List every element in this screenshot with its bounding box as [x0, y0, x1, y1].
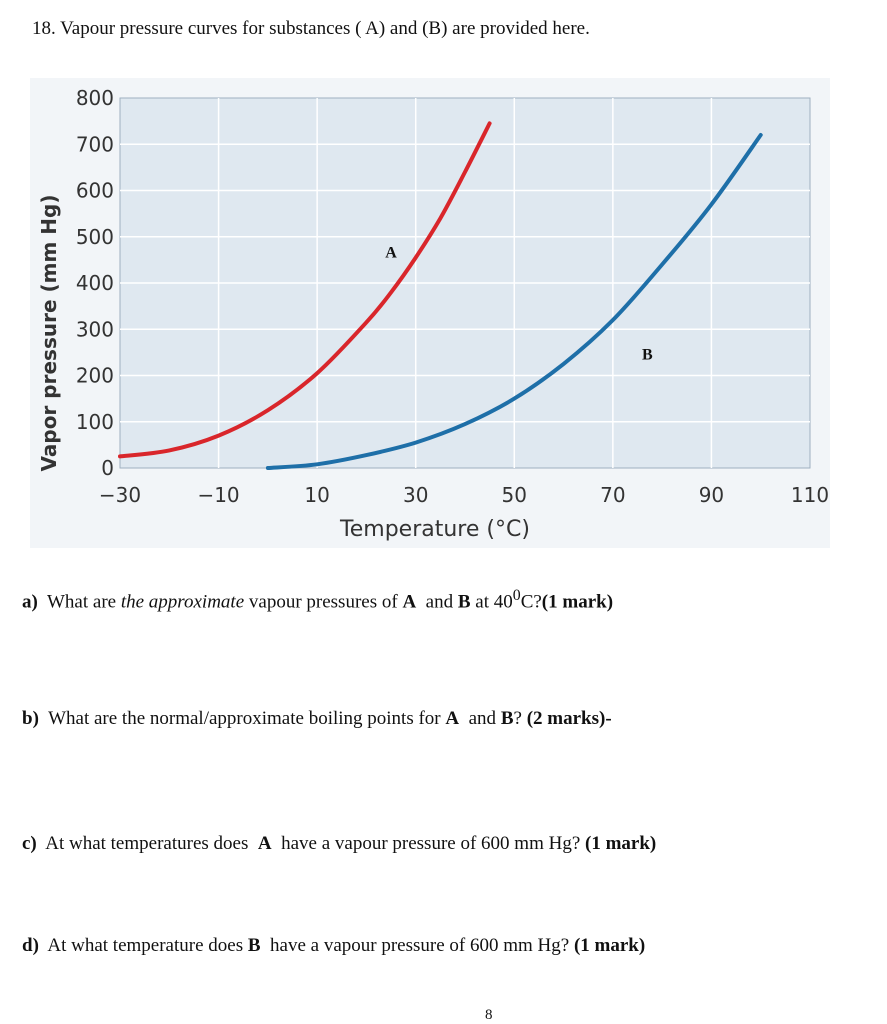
y-tick-label: 600: [76, 179, 114, 203]
question-a: a) What are the approximate vapour press…: [22, 587, 613, 613]
y-tick-label: 400: [76, 271, 114, 295]
y-tick-label: 800: [76, 86, 114, 110]
question-b-marks: (2 marks)-: [526, 708, 612, 729]
y-tick-label: 200: [76, 364, 114, 388]
x-axis-label: Temperature (°C): [339, 517, 530, 542]
x-tick-label: 30: [403, 483, 428, 507]
question-a-text: What are: [47, 591, 117, 613]
question-a-sub-b: B: [457, 591, 471, 613]
series-line-a: [118, 121, 492, 459]
x-tick-label: 10: [304, 483, 329, 507]
question-a-text-2: vapour pressures of: [248, 591, 398, 613]
question-b-label: b): [22, 708, 39, 729]
y-axis-label: Vapor pressure (mm Hg): [37, 195, 61, 472]
x-tick-label: 70: [600, 483, 625, 507]
x-tick-label: 110: [791, 483, 829, 507]
y-tick-label: 0: [101, 456, 114, 480]
question-b-qmark: ?: [513, 708, 522, 729]
question-a-sup: 0: [512, 587, 521, 604]
question-a-label: a): [22, 591, 38, 613]
question-title: 18. Vapour pressure curves for substance…: [32, 18, 590, 39]
question-b-text: What are the normal/approximate boiling …: [48, 708, 441, 729]
x-tick-label: 50: [502, 483, 527, 507]
question-d-label: d): [22, 935, 39, 956]
series-label-b: B: [642, 346, 653, 363]
question-a-italic: the approximate: [120, 591, 245, 613]
question-a-text-3: at 40: [475, 591, 513, 613]
series-line-b: [265, 133, 763, 470]
question-d-text-2: have a vapour pressure of 600 mm Hg?: [270, 935, 570, 956]
question-d-marks: (1 mark): [573, 935, 646, 956]
x-tick-label: −30: [99, 483, 141, 507]
y-tick-label: 700: [76, 132, 114, 156]
question-d: d) At what temperature does B have a vap…: [22, 935, 645, 957]
question-c-text-2: have a vapour pressure of 600 mm Hg?: [281, 833, 581, 854]
y-tick-label: 500: [76, 225, 114, 249]
question-c-sub-a: A: [257, 833, 272, 854]
y-tick-label: 100: [76, 410, 114, 434]
question-a-and: and: [425, 591, 454, 613]
question-b-and: and: [468, 708, 497, 729]
x-tick-label: 90: [699, 483, 724, 507]
question-a-marks: (1 mark): [541, 591, 614, 613]
vapour-pressure-chart: A B 0 100 200 300 400 500 600 700 800 −30 −10 10 30 50…: [30, 78, 830, 548]
question-b-sub-b: B: [500, 708, 514, 729]
question-b: b) What are the normal/approximate boili…: [22, 708, 612, 730]
question-a-sub-a: A: [402, 591, 417, 613]
question-b-sub-a: A: [445, 708, 460, 729]
question-c-label: c): [22, 833, 37, 854]
question-a-text-4: C?: [520, 591, 542, 613]
chart-svg: A B 0 100 200 300 400 500 600 700 800 −30 −10 10 30 50…: [30, 78, 830, 548]
question-d-text: At what temperature does: [47, 935, 244, 956]
page-number: 8: [485, 1007, 493, 1023]
question-c: c) At what temperatures does A have a va…: [22, 833, 656, 855]
question-d-sub-b: B: [247, 935, 261, 956]
series-label-a: A: [385, 245, 397, 262]
question-c-text: At what temperatures does: [45, 833, 249, 854]
y-tick-label: 300: [76, 317, 114, 341]
x-tick-label: −10: [197, 483, 239, 507]
question-c-marks: (1 mark): [585, 833, 657, 854]
